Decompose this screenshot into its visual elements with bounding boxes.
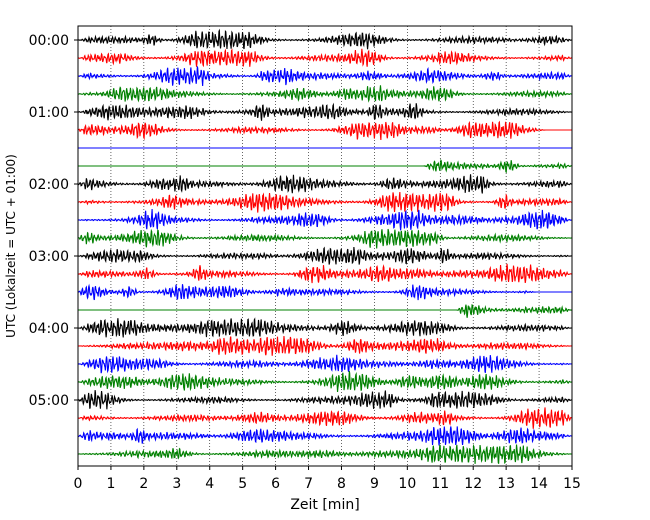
trace-0245 xyxy=(77,228,573,249)
trace-0115 xyxy=(77,120,572,141)
x-tick-label: 10 xyxy=(398,476,416,492)
tick-group: 0 1 2 3 4 5 6 7 8 9 10 11 12 13 14 1500:0001:0002:0003:… xyxy=(29,33,581,492)
trace-0300 xyxy=(77,246,573,265)
y-tick-label: 03:00 xyxy=(29,249,69,265)
y-tick-label: 04:00 xyxy=(29,321,69,337)
trace-group xyxy=(77,28,573,465)
x-tick-label: 9 xyxy=(370,476,379,492)
y-tick-label: 05:00 xyxy=(29,393,69,409)
trace-0330 xyxy=(77,283,572,301)
x-axis-label: Zeit [min] xyxy=(290,497,359,513)
x-tick-label: 0 xyxy=(74,476,83,492)
trace-0545 xyxy=(77,443,573,465)
trace-0230 xyxy=(77,209,573,231)
x-tick-label: 15 xyxy=(563,476,581,492)
x-tick-label: 4 xyxy=(205,476,214,492)
trace-0100 xyxy=(77,102,573,121)
trace-0000 xyxy=(77,28,572,50)
plot-frame xyxy=(77,25,573,467)
trace-0030 xyxy=(77,66,573,86)
trace-0145 xyxy=(78,158,573,174)
y-tick-label: 02:00 xyxy=(29,177,69,193)
trace-0530 xyxy=(77,426,572,446)
x-tick-label: 12 xyxy=(464,476,482,492)
trace-0415 xyxy=(77,335,573,356)
trace-0215 xyxy=(77,191,573,213)
trace-0500 xyxy=(77,390,573,410)
x-tick-label: 14 xyxy=(530,476,548,492)
x-tick-label: 3 xyxy=(172,476,181,492)
x-tick-label: 8 xyxy=(337,476,346,492)
y-tick-label: 00:00 xyxy=(29,33,69,49)
x-tick-label: 7 xyxy=(304,476,313,492)
y-axis-label: UTC (Lokalzeit = UTC + 01:00) xyxy=(4,154,18,338)
trace-0015 xyxy=(77,48,573,68)
trace-0315 xyxy=(77,263,573,284)
trace-0045 xyxy=(77,85,573,103)
trace-0400 xyxy=(77,317,573,338)
trace-0515 xyxy=(77,407,572,429)
trace-0200 xyxy=(77,174,573,194)
x-tick-label: 11 xyxy=(431,476,449,492)
x-grid xyxy=(110,26,540,466)
trace-0430 xyxy=(77,354,573,374)
x-tick-label: 1 xyxy=(106,476,115,492)
trace-0345 xyxy=(78,303,573,318)
trace-0445 xyxy=(77,370,573,393)
x-tick-label: 5 xyxy=(238,476,247,492)
x-tick-label: 13 xyxy=(497,476,515,492)
x-tick-label: 2 xyxy=(139,476,148,492)
x-tick-label: 6 xyxy=(271,476,280,492)
y-tick-label: 01:00 xyxy=(29,105,69,121)
